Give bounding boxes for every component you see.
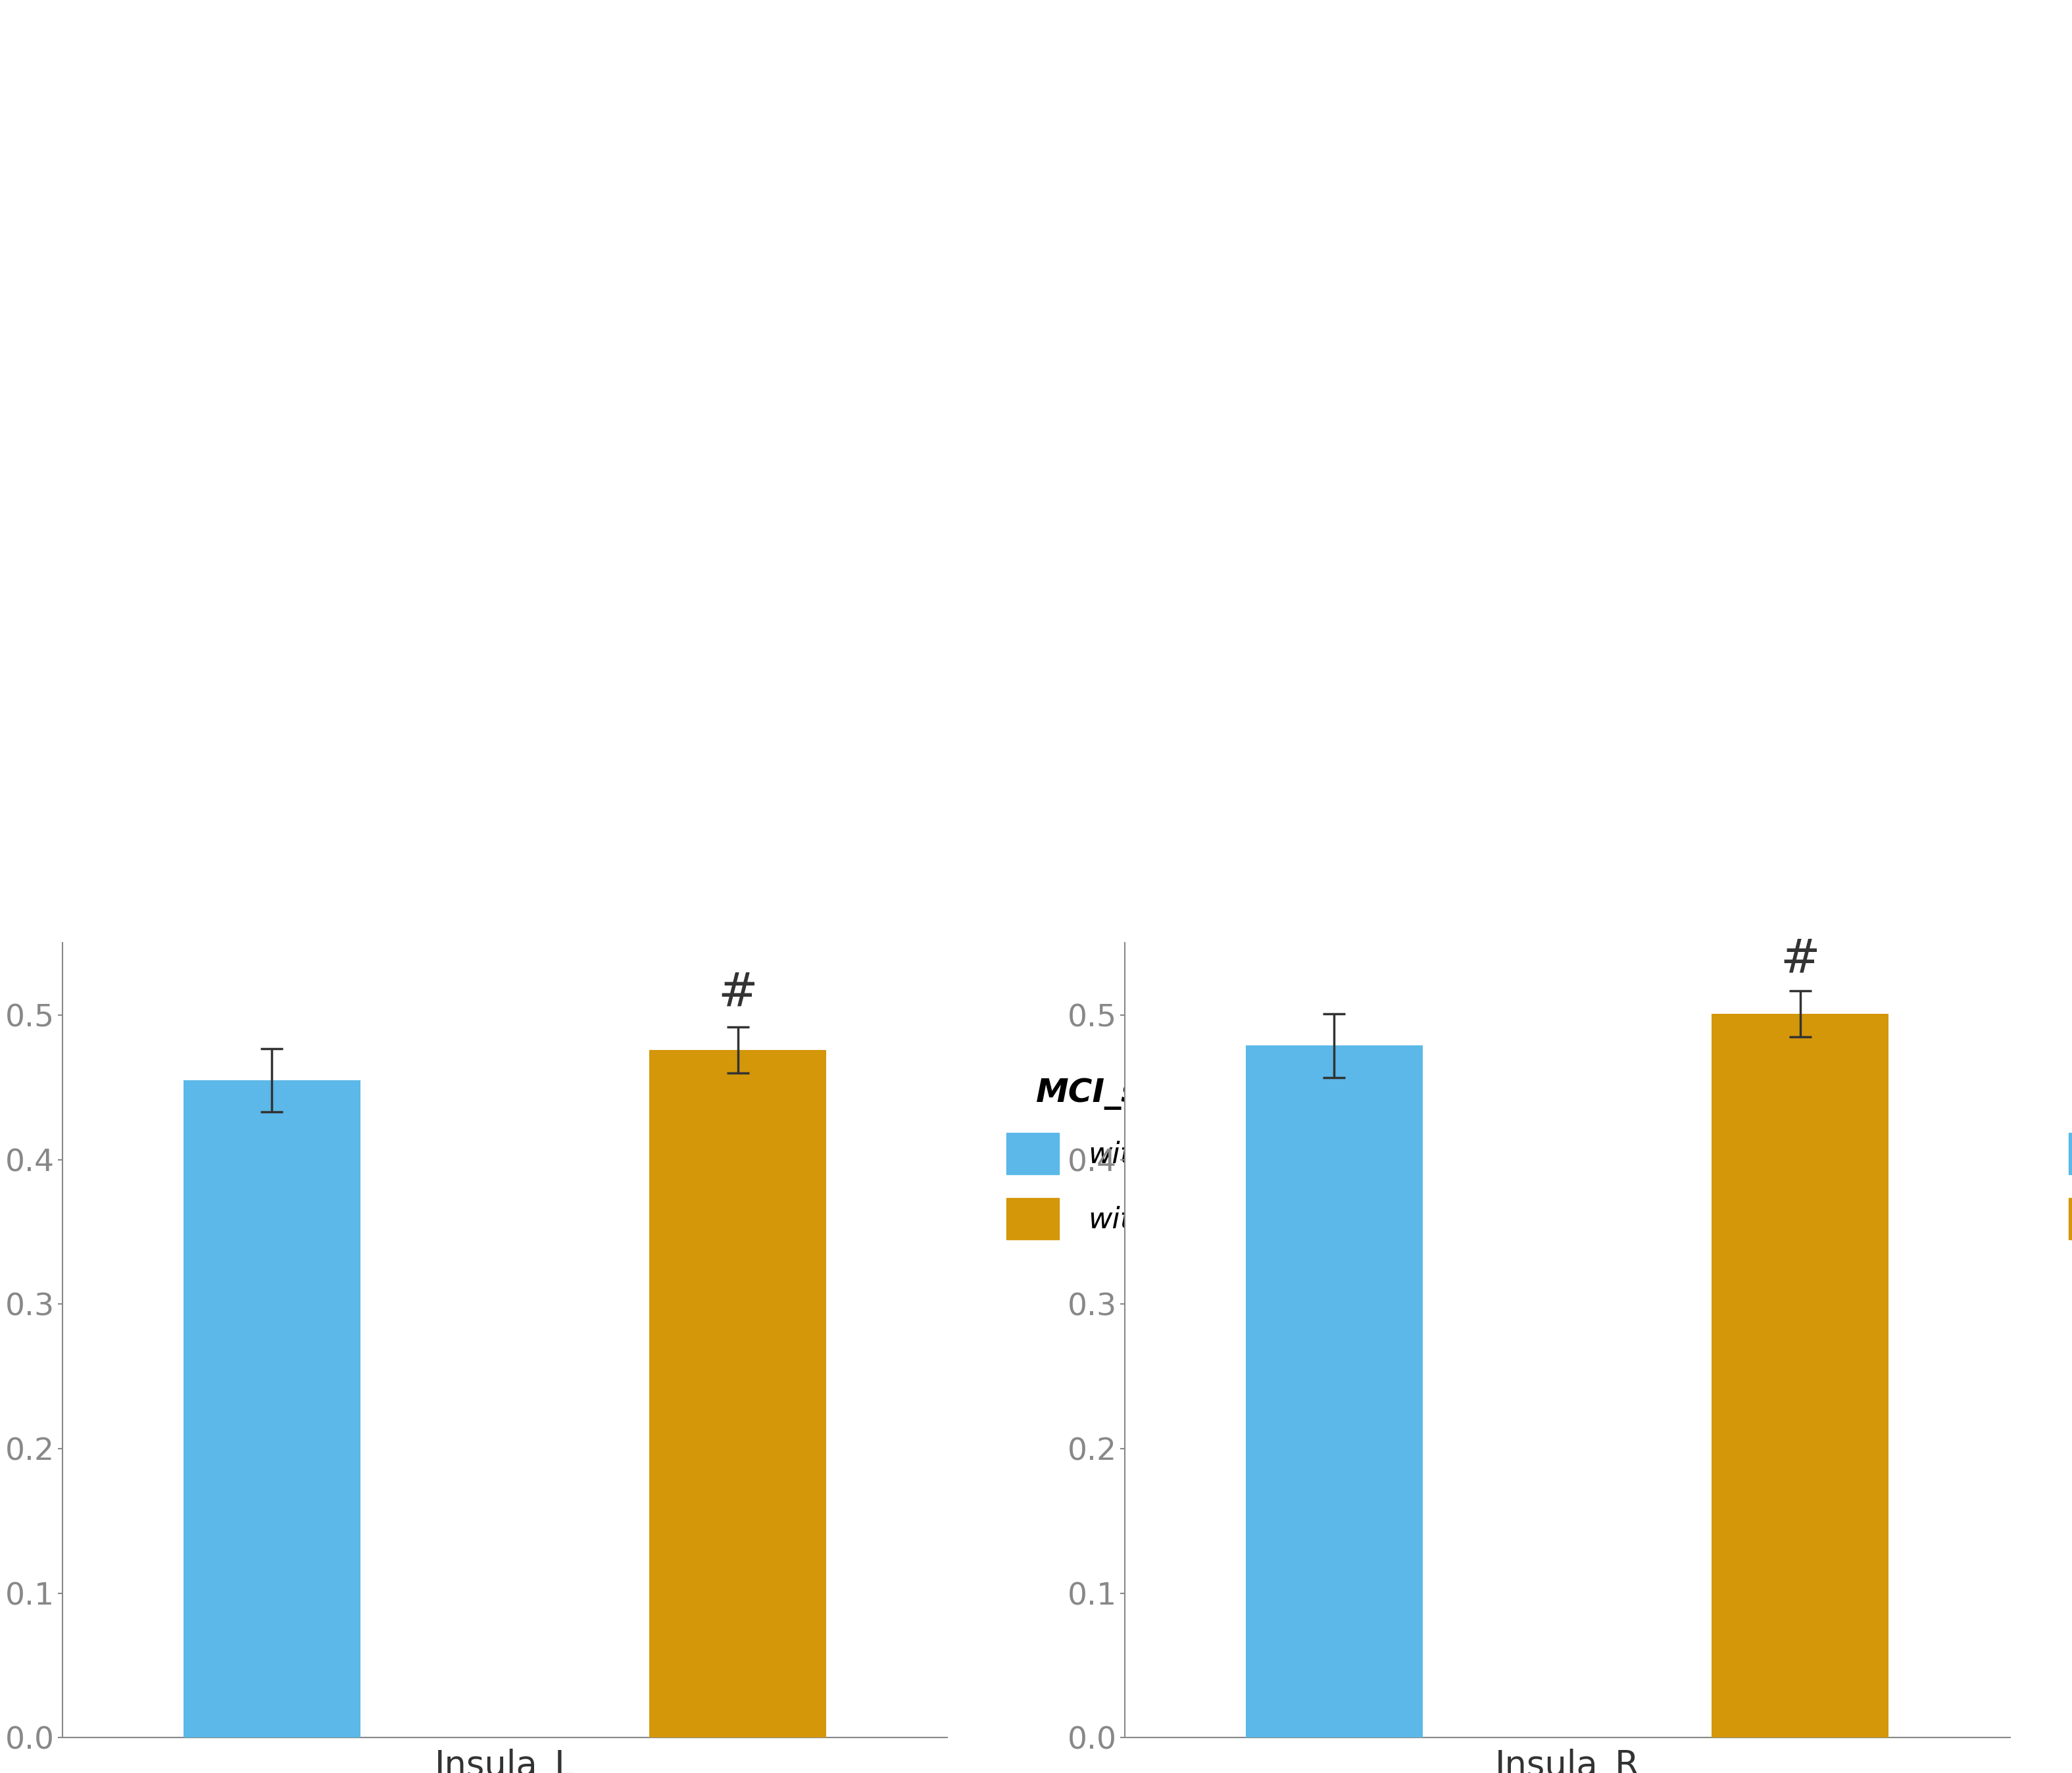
Bar bbox=[182, 1080, 361, 1738]
Text: #: # bbox=[1780, 936, 1819, 982]
Legend: with_MCI, without_MCI: with_MCI, without_MCI bbox=[2068, 1076, 2072, 1239]
Legend: with_MCI, without_MCI: with_MCI, without_MCI bbox=[1007, 1076, 1268, 1239]
Bar bbox=[1711, 1014, 1890, 1738]
Bar bbox=[1245, 1046, 1423, 1738]
Text: #: # bbox=[717, 970, 758, 1016]
Bar bbox=[649, 1050, 827, 1738]
